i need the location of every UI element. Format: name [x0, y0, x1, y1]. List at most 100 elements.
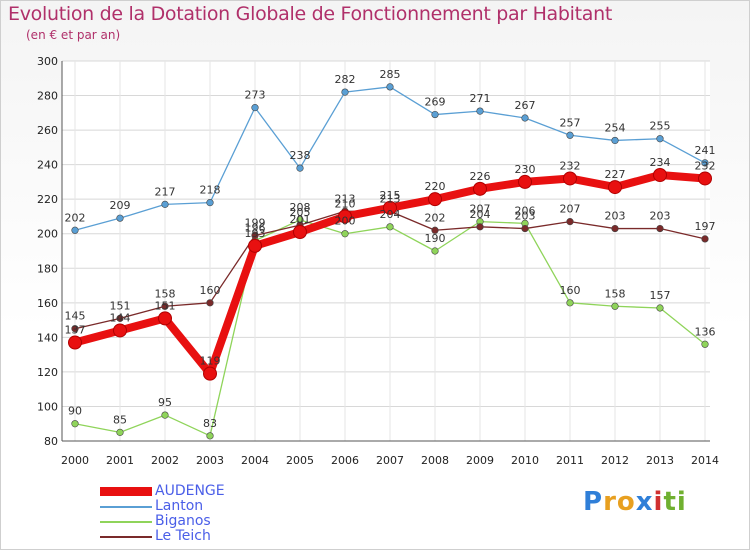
data-label: 209	[110, 199, 131, 212]
data-label: 206	[515, 204, 536, 217]
data-point	[656, 224, 664, 233]
data-label: 157	[650, 289, 671, 302]
data-label: 95	[158, 396, 172, 409]
data-label: 269	[425, 96, 446, 109]
data-label: 207	[470, 203, 491, 216]
data-point	[71, 226, 79, 234]
data-point	[566, 218, 574, 226]
data-point	[431, 110, 439, 119]
data-label: 137	[65, 324, 86, 337]
data-point	[701, 340, 709, 348]
data-point	[698, 171, 712, 186]
legend-swatch	[100, 521, 152, 523]
data-label: 282	[335, 73, 356, 86]
legend-label: AUDENGE	[155, 483, 225, 499]
x-tick-label: 2006	[331, 454, 359, 467]
data-label: 145	[65, 310, 86, 323]
logo-letter: r	[603, 487, 617, 517]
logo-letter: x	[635, 487, 654, 517]
data-point	[116, 314, 124, 322]
data-label: 202	[425, 211, 446, 224]
x-tick-label: 2008	[421, 454, 449, 467]
data-point	[653, 168, 667, 182]
y-tick-label: 100	[37, 400, 58, 413]
data-label: 207	[560, 203, 581, 216]
data-point	[611, 302, 619, 310]
data-label: 215	[380, 189, 401, 202]
data-point	[113, 323, 127, 338]
data-label: 271	[470, 92, 491, 105]
legend-label: Lanton	[155, 498, 204, 514]
data-point	[611, 224, 619, 233]
y-tick-label: 80	[44, 435, 58, 448]
logo-letter: i	[653, 487, 664, 517]
data-point	[71, 420, 79, 428]
x-tick-label: 2001	[106, 454, 134, 467]
y-tick-label: 120	[37, 366, 58, 379]
data-label: 267	[515, 99, 536, 112]
data-point	[251, 104, 259, 112]
x-tick-label: 2010	[511, 454, 539, 467]
logo-letter: o	[616, 487, 636, 517]
data-point	[206, 299, 214, 307]
data-label: 220	[425, 180, 446, 193]
plot-area	[62, 61, 710, 441]
data-point	[158, 311, 172, 326]
data-label: 213	[335, 192, 356, 205]
data-label: 136	[695, 325, 716, 338]
legend-swatch	[100, 487, 152, 496]
data-point	[248, 238, 262, 253]
y-tick-label: 220	[37, 193, 58, 206]
x-tick-label: 2002	[151, 454, 179, 467]
data-point	[206, 199, 214, 207]
data-point	[563, 171, 577, 186]
data-point	[383, 200, 397, 215]
x-tick-label: 2004	[241, 454, 269, 467]
data-label: 160	[560, 284, 581, 297]
data-label: 119	[200, 355, 221, 368]
y-tick-label: 280	[37, 90, 58, 103]
data-point	[521, 114, 529, 122]
data-label: 197	[695, 220, 716, 233]
data-label: 203	[650, 210, 671, 223]
data-point	[428, 192, 442, 207]
data-point	[296, 164, 304, 172]
data-point	[431, 226, 439, 234]
data-label: 218	[200, 184, 221, 197]
data-label: 203	[515, 210, 536, 223]
data-point	[161, 302, 169, 310]
data-point	[341, 230, 349, 238]
data-point	[656, 135, 664, 143]
data-point	[161, 200, 169, 208]
legend-label: Le Teich	[155, 528, 211, 544]
logo-letter: t	[663, 487, 677, 517]
data-label: 232	[695, 159, 716, 172]
data-label: 144	[110, 311, 131, 324]
logo-letter: i	[676, 487, 687, 517]
data-label: 254	[605, 121, 626, 134]
x-tick-label: 2011	[556, 454, 584, 467]
legend-swatch	[100, 536, 152, 538]
data-point	[518, 174, 532, 189]
y-tick-label: 180	[37, 262, 58, 275]
data-label: 151	[110, 299, 131, 312]
x-tick-label: 2012	[601, 454, 629, 467]
data-point	[566, 299, 574, 307]
data-point	[206, 432, 214, 440]
logo-letter: P	[583, 487, 604, 517]
data-label: 199	[245, 216, 266, 229]
data-point	[608, 180, 622, 195]
data-point	[476, 107, 484, 115]
x-tick-label: 2014	[691, 454, 719, 467]
proxiti-logo: Proxiti	[583, 487, 687, 517]
x-tick-label: 2005	[286, 454, 314, 467]
data-label: 238	[290, 149, 311, 162]
data-point	[701, 235, 709, 243]
data-label: 190	[425, 232, 446, 245]
data-point	[203, 366, 217, 381]
chart-title: Evolution de la Dotation Globale de Fonc…	[8, 3, 613, 25]
data-point	[338, 209, 352, 224]
y-tick-label: 300	[37, 55, 58, 68]
x-tick-label: 2000	[61, 454, 89, 467]
data-point	[701, 159, 709, 167]
